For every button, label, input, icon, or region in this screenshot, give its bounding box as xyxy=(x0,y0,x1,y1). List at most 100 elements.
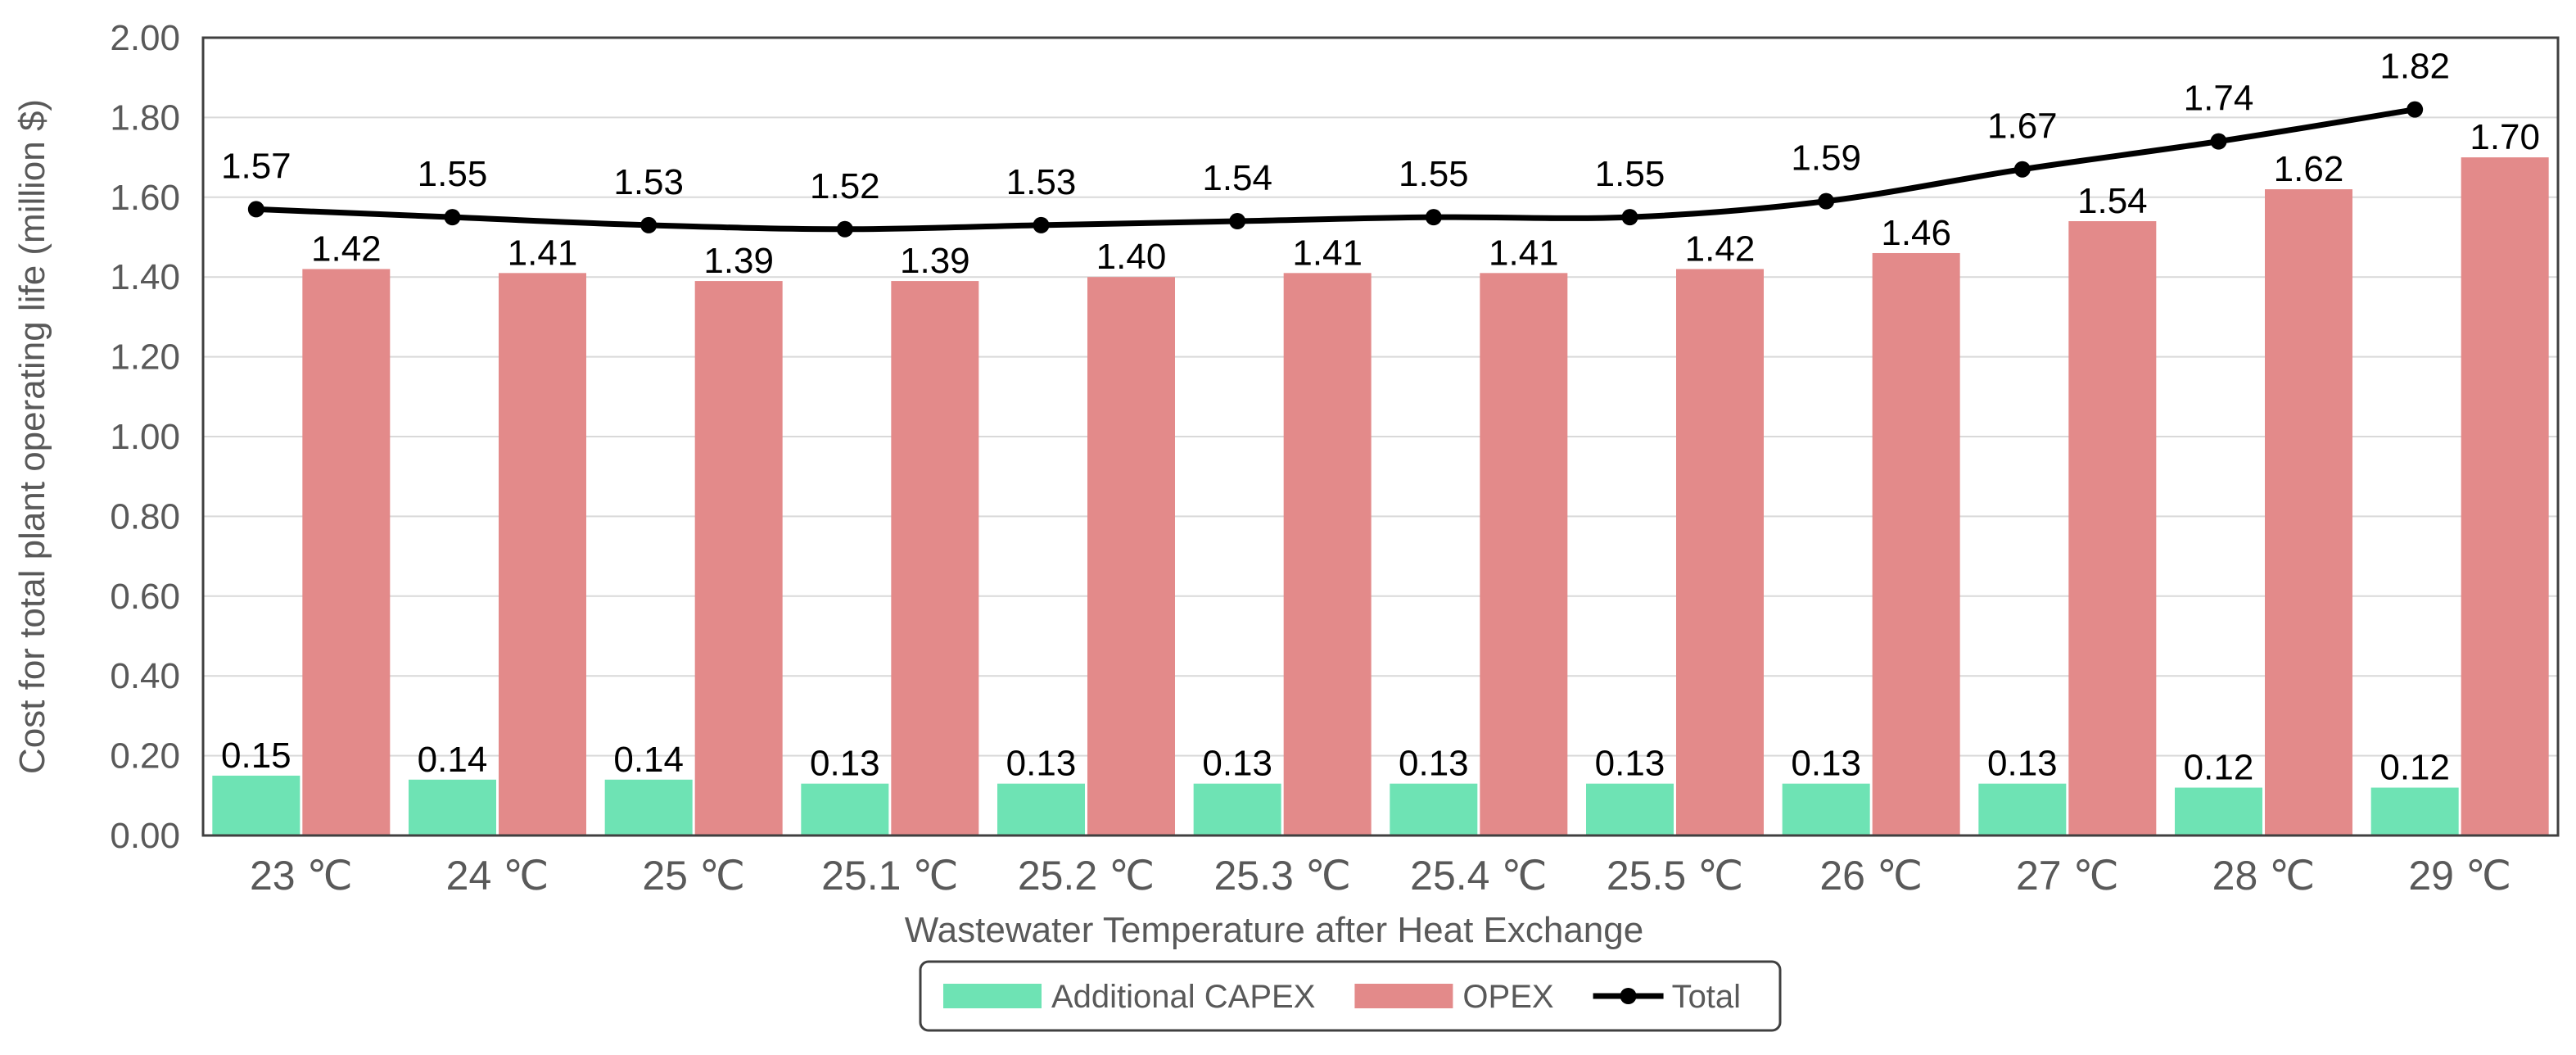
x-tick-label: 28 ℃ xyxy=(2212,853,2316,899)
capex-data-label: 0.13 xyxy=(1006,744,1077,784)
total-point xyxy=(247,201,264,218)
capex-data-label: 0.13 xyxy=(1595,744,1665,784)
x-tick-label: 25.4 ℃ xyxy=(1410,853,1547,899)
data-labels: 0.15 0.14 0.14 0.13 0.13 0.13 0.13 0.13 0.13 0.13… xyxy=(221,47,2540,788)
opex-bar xyxy=(1283,273,1372,836)
opex-data-label: 1.42 xyxy=(1685,229,1756,269)
capex-data-label: 0.13 xyxy=(1987,744,2058,784)
capex-bar xyxy=(1586,783,1674,835)
x-tick-label: 25.1 ℃ xyxy=(821,853,958,899)
total-data-label: 1.74 xyxy=(2184,79,2254,119)
capex-data-label: 0.12 xyxy=(2379,748,2450,788)
opex-bar xyxy=(2461,157,2549,836)
total-data-label: 1.55 xyxy=(1399,154,1469,194)
opex-data-label: 1.39 xyxy=(703,241,774,281)
x-axis-title: Wastewater Temperature after Heat Exchan… xyxy=(905,910,1643,950)
total-data-label: 1.52 xyxy=(810,166,880,206)
capex-bar xyxy=(1782,783,1870,835)
opex-data-label: 1.42 xyxy=(311,229,382,269)
total-line xyxy=(247,101,2424,238)
legend-label: OPEX xyxy=(1462,979,1553,1015)
total-point xyxy=(836,220,853,238)
y-tick-label: 0.80 xyxy=(110,496,180,537)
x-tick-label: 26 ℃ xyxy=(1819,853,1923,899)
y-axis-title: Cost for total plant operating life (mil… xyxy=(12,99,52,774)
y-tick-label: 0.00 xyxy=(110,816,180,856)
capex-bar xyxy=(2175,787,2262,835)
total-data-label: 1.59 xyxy=(1791,138,1861,179)
y-tick-label: 1.40 xyxy=(110,257,180,297)
legend-marker xyxy=(1620,988,1637,1004)
y-tick-label: 0.60 xyxy=(110,577,180,617)
y-tick-label: 1.80 xyxy=(110,97,180,138)
capex-data-label: 0.13 xyxy=(1202,744,1272,784)
opex-bar xyxy=(1087,277,1175,835)
bars xyxy=(212,157,2549,836)
capex-bar xyxy=(1193,783,1281,835)
y-tick-label: 1.60 xyxy=(110,178,180,218)
capex-data-label: 0.12 xyxy=(2184,748,2254,788)
total-data-label: 1.55 xyxy=(1595,154,1665,194)
capex-bar xyxy=(1978,783,2067,835)
total-point xyxy=(444,209,461,226)
opex-bar xyxy=(1676,269,1764,836)
opex-data-label: 1.41 xyxy=(508,233,578,273)
opex-data-label: 1.40 xyxy=(1096,237,1167,277)
y-axis-ticks: 0.00 0.20 0.40 0.60 0.80 1.00 1.20 1.40 1.60 1.80… xyxy=(110,18,180,856)
x-tick-label: 29 ℃ xyxy=(2408,853,2511,899)
total-point xyxy=(1621,209,1638,226)
legend-swatch xyxy=(1354,984,1453,1008)
capex-bar xyxy=(212,775,301,835)
legend-label: Additional CAPEX xyxy=(1051,979,1315,1015)
total-point xyxy=(1033,216,1050,233)
legend-swatch xyxy=(943,984,1042,1008)
y-tick-label: 0.20 xyxy=(110,736,180,777)
total-data-label: 1.53 xyxy=(1006,162,1077,202)
x-tick-label: 25.3 ℃ xyxy=(1213,853,1350,899)
opex-data-label: 1.62 xyxy=(2274,149,2344,189)
gridlines xyxy=(203,116,2558,757)
y-tick-label: 2.00 xyxy=(110,18,180,58)
total-point xyxy=(2210,133,2227,150)
x-tick-label: 24 ℃ xyxy=(446,853,549,899)
capex-bar xyxy=(2370,787,2459,835)
capex-bar xyxy=(1390,783,1478,835)
opex-data-label: 1.41 xyxy=(1489,233,1559,273)
plot-border xyxy=(201,36,2560,837)
opex-bar xyxy=(694,281,783,835)
opex-bar xyxy=(1480,273,1568,836)
opex-data-label: 1.41 xyxy=(1292,233,1363,273)
x-tick-label: 25.2 ℃ xyxy=(1018,853,1155,899)
opex-bar xyxy=(2265,189,2352,835)
total-data-label: 1.82 xyxy=(2379,47,2450,87)
opex-data-label: 1.39 xyxy=(900,241,970,281)
x-tick-label: 27 ℃ xyxy=(2016,853,2119,899)
capex-data-label: 0.13 xyxy=(1791,744,1861,784)
capex-data-label: 0.14 xyxy=(613,740,684,780)
total-point xyxy=(640,216,658,233)
opex-bar xyxy=(2068,221,2157,835)
capex-data-label: 0.13 xyxy=(1399,744,1469,784)
total-point xyxy=(1229,213,1246,230)
capex-bar xyxy=(409,779,496,835)
capex-data-label: 0.13 xyxy=(810,744,880,784)
opex-bar xyxy=(1872,252,1960,836)
total-data-label: 1.55 xyxy=(418,154,488,194)
total-point xyxy=(2013,161,2031,178)
capex-bar xyxy=(604,779,693,835)
total-data-label: 1.57 xyxy=(221,146,291,186)
x-tick-label: 25.5 ℃ xyxy=(1607,853,1743,899)
total-point xyxy=(1425,209,1442,226)
total-data-label: 1.53 xyxy=(613,162,684,202)
y-tick-label: 1.00 xyxy=(110,417,180,457)
opex-data-label: 1.46 xyxy=(1881,213,1951,253)
legend: Additional CAPEX OPEX Total xyxy=(919,960,1782,1032)
capex-bar xyxy=(997,783,1085,835)
total-line-path xyxy=(255,106,2416,233)
legend-box xyxy=(919,960,1782,1032)
capex-data-label: 0.14 xyxy=(418,740,488,780)
capex-bar xyxy=(801,783,889,835)
total-data-label: 1.67 xyxy=(1987,106,2058,147)
opex-bar xyxy=(302,269,391,836)
